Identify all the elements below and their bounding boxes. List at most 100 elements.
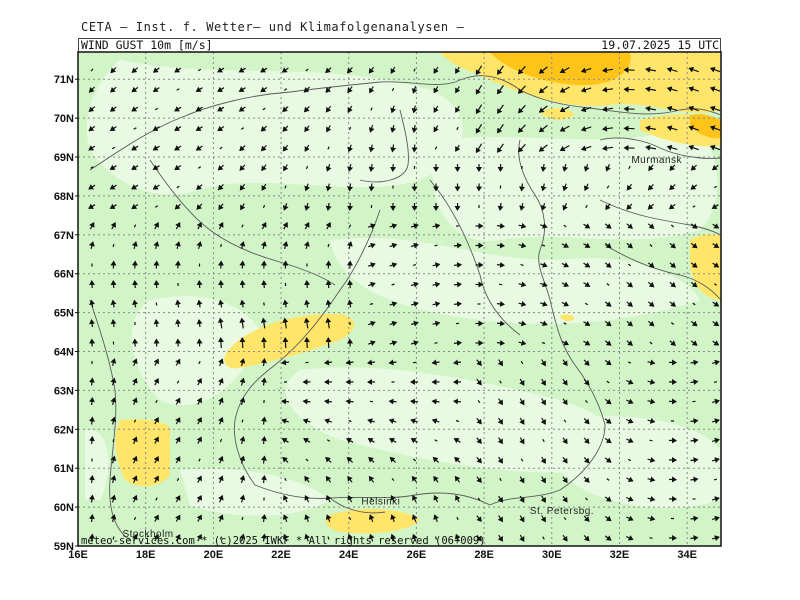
- wind-arrow: [368, 144, 375, 153]
- wind-arrow: [110, 222, 116, 230]
- wind-arrow: [540, 476, 546, 484]
- lat-tick-label: 65N: [54, 308, 74, 320]
- lat-tick-label: 59N: [54, 541, 74, 553]
- wind-arrow: [89, 319, 96, 328]
- wind-arrow: [626, 398, 634, 405]
- wind-arrow: [367, 262, 376, 268]
- wind-arrow: [585, 399, 588, 404]
- wind-arrow: [645, 144, 657, 151]
- wind-arrow: [241, 419, 244, 423]
- wind-arrow: [88, 145, 96, 151]
- wind-arrow: [239, 317, 246, 329]
- wind-arrow: [132, 494, 138, 503]
- wind-arrow: [304, 280, 311, 289]
- wind-arrow: [562, 163, 569, 172]
- wind-arrow: [562, 437, 568, 445]
- wind-arrow: [239, 280, 246, 289]
- wind-arrow: [88, 106, 96, 112]
- lon-tick-label: 26E: [407, 549, 427, 561]
- wind-arrow: [196, 378, 202, 386]
- wind-arrow: [388, 359, 397, 366]
- wind-arrow: [497, 202, 504, 211]
- wind-arrow: [324, 398, 333, 405]
- wind-arrow: [109, 106, 117, 112]
- lat-tick-label: 68N: [54, 191, 74, 203]
- map-frame: [77, 51, 722, 547]
- lon-tick-label: 34E: [677, 549, 697, 561]
- wind-arrow: [282, 241, 289, 250]
- wind-arrow: [391, 87, 395, 92]
- wind-arrow: [518, 320, 527, 327]
- wind-arrow: [538, 105, 548, 113]
- wind-arrow: [219, 146, 223, 150]
- wind-arrow: [174, 106, 182, 112]
- wind-arrow: [153, 514, 159, 522]
- wind-arrow: [559, 125, 570, 132]
- wind-arrow: [196, 319, 203, 328]
- lon-tick-label: 20E: [204, 549, 224, 561]
- city-label: Stockholm: [122, 529, 173, 540]
- wind-arrow: [346, 66, 353, 74]
- wind-arrow: [583, 320, 591, 326]
- wind-arrow: [519, 495, 525, 503]
- wind-arrow: [219, 438, 223, 443]
- wind-arrow: [666, 66, 678, 73]
- lat-tick-label: 61N: [54, 463, 74, 475]
- wind-arrow: [88, 397, 95, 406]
- wind-arrow: [174, 125, 182, 131]
- wind-arrow: [647, 301, 655, 307]
- wind-arrow: [132, 280, 139, 289]
- wind-arrow: [497, 143, 504, 153]
- wind-arrow: [561, 262, 569, 268]
- wind-arrow: [690, 515, 699, 522]
- wind-arrow: [562, 476, 568, 484]
- wind-arrow: [154, 107, 159, 111]
- wind-arrow: [519, 183, 526, 192]
- wind-arrow: [347, 86, 353, 94]
- wind-arrow: [518, 281, 527, 288]
- wind-arrow: [281, 398, 290, 405]
- wind-arrow: [583, 534, 590, 542]
- valid-time-label: 19.07.2025 15 UTC: [601, 38, 719, 52]
- wind-arrow: [433, 105, 439, 113]
- wind-arrow: [260, 514, 267, 523]
- wind-arrow: [176, 380, 180, 384]
- wind-arrow: [111, 146, 116, 150]
- wind-arrow: [690, 164, 698, 171]
- wind-arrow: [563, 322, 567, 325]
- wind-arrow: [196, 203, 203, 210]
- wind-arrow: [690, 379, 699, 386]
- lat-tick-label: 70N: [54, 113, 74, 125]
- wind-arrow: [412, 264, 417, 266]
- wind-arrow: [647, 203, 655, 210]
- wind-arrow: [260, 475, 267, 484]
- city-label: Murmansk: [631, 155, 682, 166]
- wind-arrow: [132, 436, 138, 444]
- wind-arrow: [540, 163, 547, 172]
- wind-arrow: [517, 124, 526, 133]
- wind-arrow: [670, 224, 675, 228]
- wind-arrow: [196, 514, 202, 522]
- wind-arrow: [303, 241, 310, 250]
- wind-arrow: [90, 166, 94, 169]
- wind-arrow: [239, 164, 246, 171]
- wind-arrow: [433, 66, 439, 74]
- wind-arrow: [89, 280, 96, 289]
- wind-arrow: [712, 320, 720, 326]
- wind-arrow: [132, 299, 139, 308]
- wind-arrow: [131, 106, 139, 112]
- wind-arrow: [688, 86, 699, 92]
- wind-arrow: [368, 456, 375, 463]
- wind-arrow: [561, 281, 569, 287]
- wind-arrow: [475, 104, 483, 115]
- wind-arrow: [496, 339, 505, 346]
- wind-arrow: [325, 280, 332, 289]
- wind-arrow: [518, 339, 527, 346]
- wind-arrow: [519, 534, 525, 542]
- wind-arrow: [410, 223, 419, 230]
- wind-arrow: [217, 86, 225, 92]
- wind-arrow: [347, 533, 353, 542]
- longitude-labels: 16E 18E 20E 22E 24E 26E 28E 30E 32E 34E: [68, 549, 697, 561]
- wind-arrow: [690, 476, 699, 483]
- wind-arrow: [324, 359, 333, 366]
